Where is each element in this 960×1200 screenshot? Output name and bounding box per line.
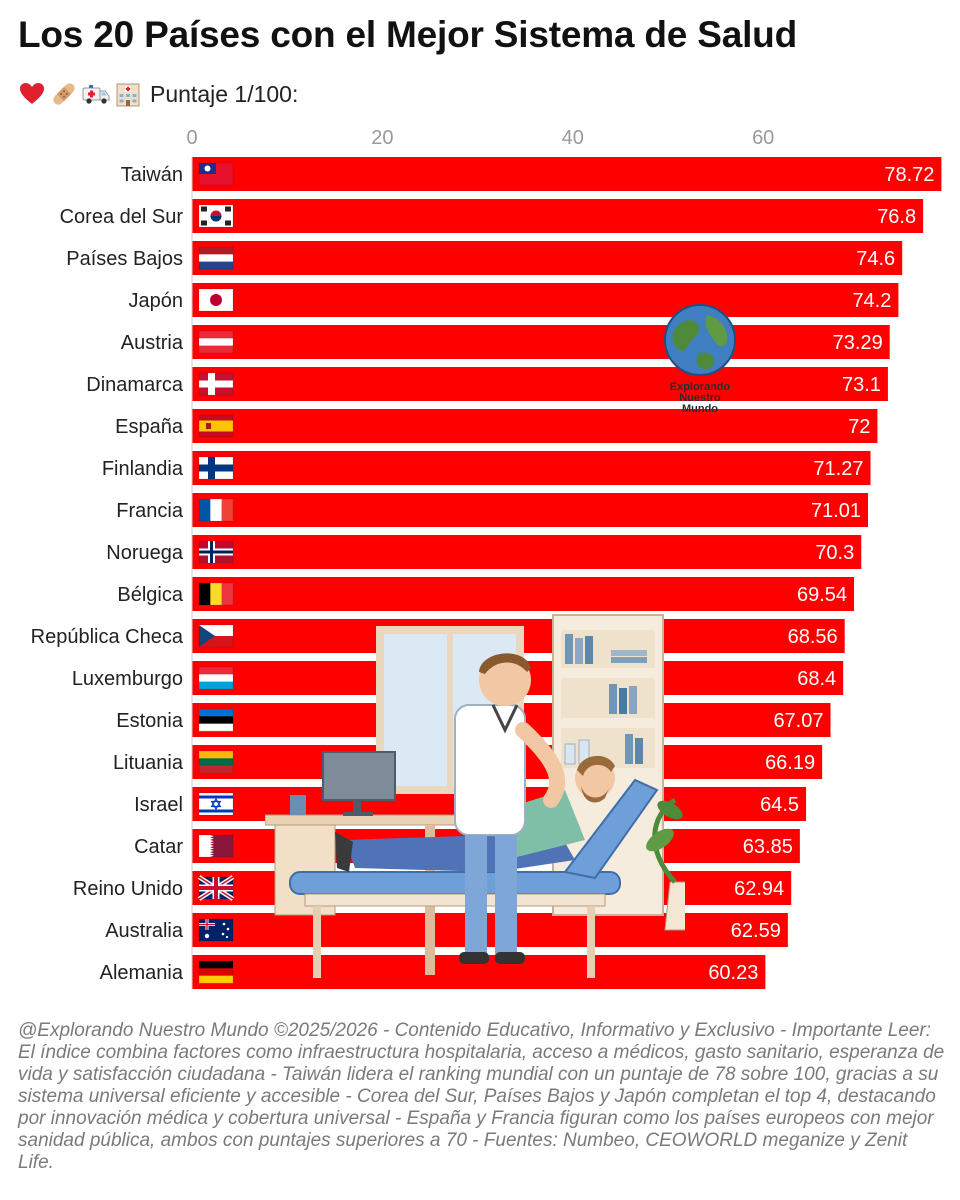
germany-flag-icon [198,960,234,984]
hospital-icon [116,83,140,107]
estonia-flag-icon [198,708,234,732]
taiwan-flag-icon [198,162,234,186]
category-label: Noruega [106,542,184,564]
bar-value-label: 62.59 [731,920,781,942]
heart-icon [20,83,44,104]
bar-value-label: 62.94 [734,878,784,900]
watermark-line2: Mundo [681,403,719,415]
denmark-flag-icon [198,372,234,396]
bar-value-label: 74.6 [856,248,895,270]
bar-value-label: 74.2 [852,290,891,312]
doctor-patient-illustration [265,614,685,978]
category-label: Israel [134,794,183,816]
x-tick-label: 40 [562,127,584,149]
bar [192,409,878,443]
bar [192,325,890,359]
x-tick-label: 20 [371,127,393,149]
bar [192,367,888,401]
bar-value-label: 60.23 [708,962,758,984]
bar [192,451,871,485]
bar [192,577,855,611]
luxembourg-flag-icon [198,666,234,690]
bar-value-label: 70.3 [815,542,854,564]
category-label: Lituania [113,752,184,774]
bar-value-label: 64.5 [760,794,799,816]
bar-value-label: 66.19 [765,752,815,774]
bar-value-label: 71.01 [811,500,861,522]
category-label: Reino Unido [73,878,183,900]
uk-flag-icon [197,875,235,901]
qatar-flag-icon [198,834,234,858]
finland-flag-icon [198,456,234,480]
bar-value-label: 68.4 [797,668,836,690]
chart-title: Los 20 Países con el Mejor Sistema de Sa… [18,14,797,55]
category-label: Bélgica [117,584,183,606]
south-korea-flag-icon [198,204,234,228]
japan-flag-icon [198,288,234,312]
category-label: Francia [116,500,184,522]
czech-flag-icon [198,624,234,648]
ambulance-icon [82,85,110,104]
bar [192,283,899,317]
bar [192,535,862,569]
subtitle: Puntaje 1/100: [18,78,298,110]
belgium-flag-icon [198,582,234,606]
bar [192,199,924,233]
category-label: Taiwán [121,164,183,186]
bar-value-label: 78.72 [884,164,934,186]
austria-flag-icon [198,330,234,354]
lithuania-flag-icon [198,750,234,774]
norway-flag-icon [198,540,234,564]
category-label: República Checa [31,626,184,648]
category-label: Finlandia [102,458,184,480]
bar [192,157,942,191]
bar-value-label: 71.27 [813,458,863,480]
category-label: Catar [134,836,183,858]
x-tick-label: 0 [186,127,197,149]
bar [192,913,788,947]
category-label: Australia [105,920,184,942]
france-flag-icon [198,498,234,522]
spain-flag-icon [198,414,234,438]
category-label: Japón [129,290,184,312]
category-label: Países Bajos [66,248,183,270]
bar-value-label: 72 [848,416,870,438]
bar-value-label: 63.85 [743,836,793,858]
category-label: Austria [121,332,184,354]
category-label: Estonia [116,710,184,732]
watermark-logo: Explorando Nuestro Mundo [650,303,750,415]
bar-value-label: 73.1 [842,374,881,396]
subtitle-text: Puntaje 1/100: [150,80,299,107]
bar [192,493,869,527]
category-label: Alemania [100,962,184,984]
bar [192,241,903,275]
category-label: Dinamarca [86,374,184,396]
israel-flag-icon [198,792,234,816]
bar-value-label: 69.54 [797,584,847,606]
bar-value-label: 68.56 [788,626,838,648]
netherlands-flag-icon [198,246,234,270]
bandage-icon [53,83,75,105]
category-label: Luxemburgo [72,668,183,690]
bar-value-label: 76.8 [877,206,916,228]
footer-note: @Explorando Nuestro Mundo ©2025/2026 - C… [18,1020,945,1173]
watermark-line1: Explorando Nuestro [669,381,731,404]
bar-value-label: 67.07 [773,710,823,732]
bar-value-label: 73.29 [833,332,883,354]
x-tick-label: 60 [752,127,774,149]
globe-icon [664,304,736,376]
category-label: España [115,416,184,438]
category-label: Corea del Sur [60,206,184,228]
australia-flag-icon [198,918,234,942]
